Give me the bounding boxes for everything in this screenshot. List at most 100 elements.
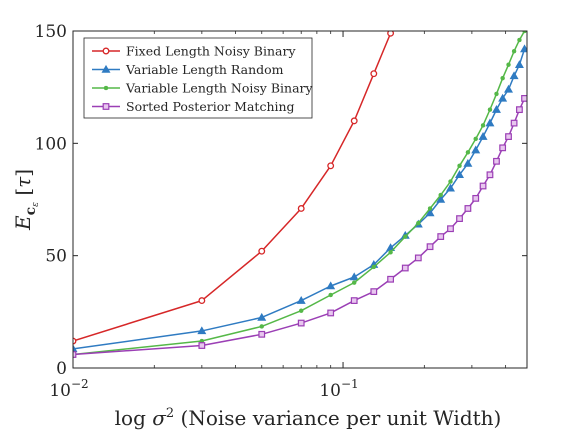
legend-item-sorted-posterior-matching: Sorted Posterior Matching bbox=[92, 99, 295, 114]
data-point-fixed-length-noisy-binary bbox=[73, 337, 77, 345]
data-point-variable-length-noisy-binary bbox=[517, 37, 522, 43]
y-tick-label: 100 bbox=[35, 134, 67, 154]
legend: Fixed Length Noisy Binary Variable Length… bbox=[83, 37, 313, 119]
data-point-sorted-posterior-matching bbox=[516, 106, 523, 114]
data-point-variable-length-random bbox=[485, 118, 495, 127]
data-point-sorted-posterior-matching bbox=[327, 309, 335, 317]
data-point-sorted-posterior-matching bbox=[499, 144, 507, 152]
data-point-sorted-posterior-matching bbox=[437, 233, 445, 240]
data-point-sorted-posterior-matching bbox=[472, 194, 480, 202]
data-point-variable-length-noisy-binary bbox=[457, 163, 462, 169]
data-point-variable-length-random bbox=[425, 208, 435, 217]
axes: 0 50 100 150 10−2 10−1 log σ2 (Noise variance … bbox=[11, 22, 528, 430]
data-point-sorted-posterior-matching bbox=[479, 182, 487, 190]
y-axis-title-text: Ecε [τ] bbox=[11, 169, 41, 231]
data-point-sorted-posterior-matching bbox=[505, 133, 512, 140]
data-point-variable-length-random bbox=[257, 312, 267, 321]
data-point-sorted-posterior-matching bbox=[198, 342, 206, 349]
data-point-variable-length-noisy-binary bbox=[438, 192, 443, 198]
legend-marker bbox=[103, 85, 109, 91]
series-sorted-posterior-matching bbox=[73, 94, 527, 358]
legend-item-fixed-length-noisy-binary: Fixed Length Noisy Binary bbox=[92, 44, 296, 59]
data-point-variable-length-random bbox=[73, 344, 78, 353]
data-point-variable-length-noisy-binary bbox=[473, 136, 478, 142]
data-point-variable-length-random bbox=[446, 183, 455, 192]
data-point-variable-length-noisy-binary bbox=[506, 62, 511, 67]
data-point-variable-length-noisy-binary bbox=[371, 264, 377, 270]
data-point-sorted-posterior-matching bbox=[464, 205, 472, 212]
legend-item-variable-length-noisy-binary: Variable Length Noisy Binary bbox=[92, 81, 313, 96]
x-axis-title: log σ2 (Noise variance per unit Width) bbox=[115, 406, 502, 430]
data-point-variable-length-noisy-binary bbox=[465, 150, 471, 155]
data-point-variable-length-noisy-binary bbox=[403, 234, 408, 239]
data-point-sorted-posterior-matching bbox=[456, 215, 463, 222]
data-point-variable-length-random bbox=[520, 44, 527, 53]
data-point-sorted-posterior-matching bbox=[493, 157, 500, 165]
series-line-variable-length-noisy-binary bbox=[73, 31, 526, 356]
series-fixed-length-noisy-binary bbox=[73, 31, 395, 345]
data-point-sorted-posterior-matching bbox=[414, 254, 422, 262]
data-point-variable-length-random bbox=[514, 60, 524, 68]
data-point-variable-length-noisy-binary bbox=[448, 179, 453, 184]
legend-label: Variable Length Random bbox=[125, 62, 284, 77]
data-point-fixed-length-noisy-binary bbox=[387, 31, 395, 37]
data-point-variable-length-random bbox=[471, 145, 481, 154]
data-point-sorted-posterior-matching bbox=[447, 225, 454, 233]
data-point-sorted-posterior-matching bbox=[258, 330, 266, 338]
legend-marker bbox=[101, 64, 111, 73]
data-point-variable-length-random bbox=[509, 71, 519, 80]
data-point-fixed-length-noisy-binary bbox=[198, 297, 206, 305]
data-point-fixed-length-noisy-binary bbox=[350, 117, 358, 125]
data-point-variable-length-random bbox=[326, 281, 336, 290]
x-tick-label: 10−1 bbox=[319, 377, 358, 401]
legend-item-variable-length-random: Variable Length Random bbox=[92, 62, 284, 77]
data-point-fixed-length-noisy-binary bbox=[297, 205, 305, 212]
data-point-fixed-length-noisy-binary bbox=[258, 247, 266, 255]
data-point-variable-length-noisy-binary bbox=[259, 324, 264, 329]
legend-label: Fixed Length Noisy Binary bbox=[126, 44, 296, 59]
legend-label: Variable Length Noisy Binary bbox=[125, 81, 313, 96]
data-point-variable-length-noisy-binary bbox=[427, 206, 433, 211]
data-point-fixed-length-noisy-binary bbox=[327, 162, 335, 170]
data-point-sorted-posterior-matching bbox=[486, 171, 494, 179]
data-point-variable-length-random bbox=[455, 170, 465, 179]
y-tick-label: 50 bbox=[45, 247, 67, 267]
data-point-sorted-posterior-matching bbox=[521, 94, 527, 102]
data-point-variable-length-random bbox=[296, 295, 306, 304]
data-point-sorted-posterior-matching bbox=[370, 288, 378, 296]
data-point-variable-length-random bbox=[349, 272, 359, 281]
data-point-variable-length-noisy-binary bbox=[480, 123, 486, 128]
legend-marker bbox=[102, 103, 110, 110]
data-point-sorted-posterior-matching bbox=[73, 351, 77, 358]
x-tick-label: 10−2 bbox=[49, 377, 88, 401]
data-point-variable-length-random bbox=[463, 158, 473, 167]
data-point-sorted-posterior-matching bbox=[387, 275, 394, 283]
data-point-sorted-posterior-matching bbox=[401, 264, 409, 272]
legend-box bbox=[83, 37, 313, 119]
y-tick-label: 0 bbox=[56, 359, 67, 379]
series-variable-length-noisy-binary bbox=[73, 31, 527, 357]
data-point-variable-length-noisy-binary bbox=[487, 107, 493, 112]
data-point-fixed-length-noisy-binary bbox=[370, 70, 378, 78]
data-point-variable-length-random bbox=[436, 194, 446, 203]
data-point-sorted-posterior-matching bbox=[426, 243, 434, 251]
data-point-variable-length-noisy-binary bbox=[511, 48, 517, 54]
data-point-variable-length-noisy-binary bbox=[351, 280, 357, 285]
data-point-sorted-posterior-matching bbox=[297, 319, 305, 327]
legend-label: Sorted Posterior Matching bbox=[126, 99, 295, 114]
series-line-fixed-length-noisy-binary bbox=[73, 32, 392, 342]
data-point-variable-length-noisy-binary bbox=[298, 308, 304, 313]
data-point-variable-length-random bbox=[478, 131, 488, 140]
data-point-variable-length-random bbox=[498, 93, 508, 102]
data-point-variable-length-noisy-binary bbox=[328, 292, 333, 298]
data-point-variable-length-random bbox=[491, 105, 501, 113]
data-point-sorted-posterior-matching bbox=[350, 297, 358, 304]
data-point-variable-length-noisy-binary bbox=[416, 220, 421, 226]
y-tick-label: 150 bbox=[35, 22, 67, 42]
axes-frame bbox=[72, 30, 528, 369]
data-point-sorted-posterior-matching bbox=[510, 119, 518, 127]
legend-marker bbox=[102, 47, 110, 55]
data-point-variable-length-noisy-binary bbox=[388, 250, 393, 255]
